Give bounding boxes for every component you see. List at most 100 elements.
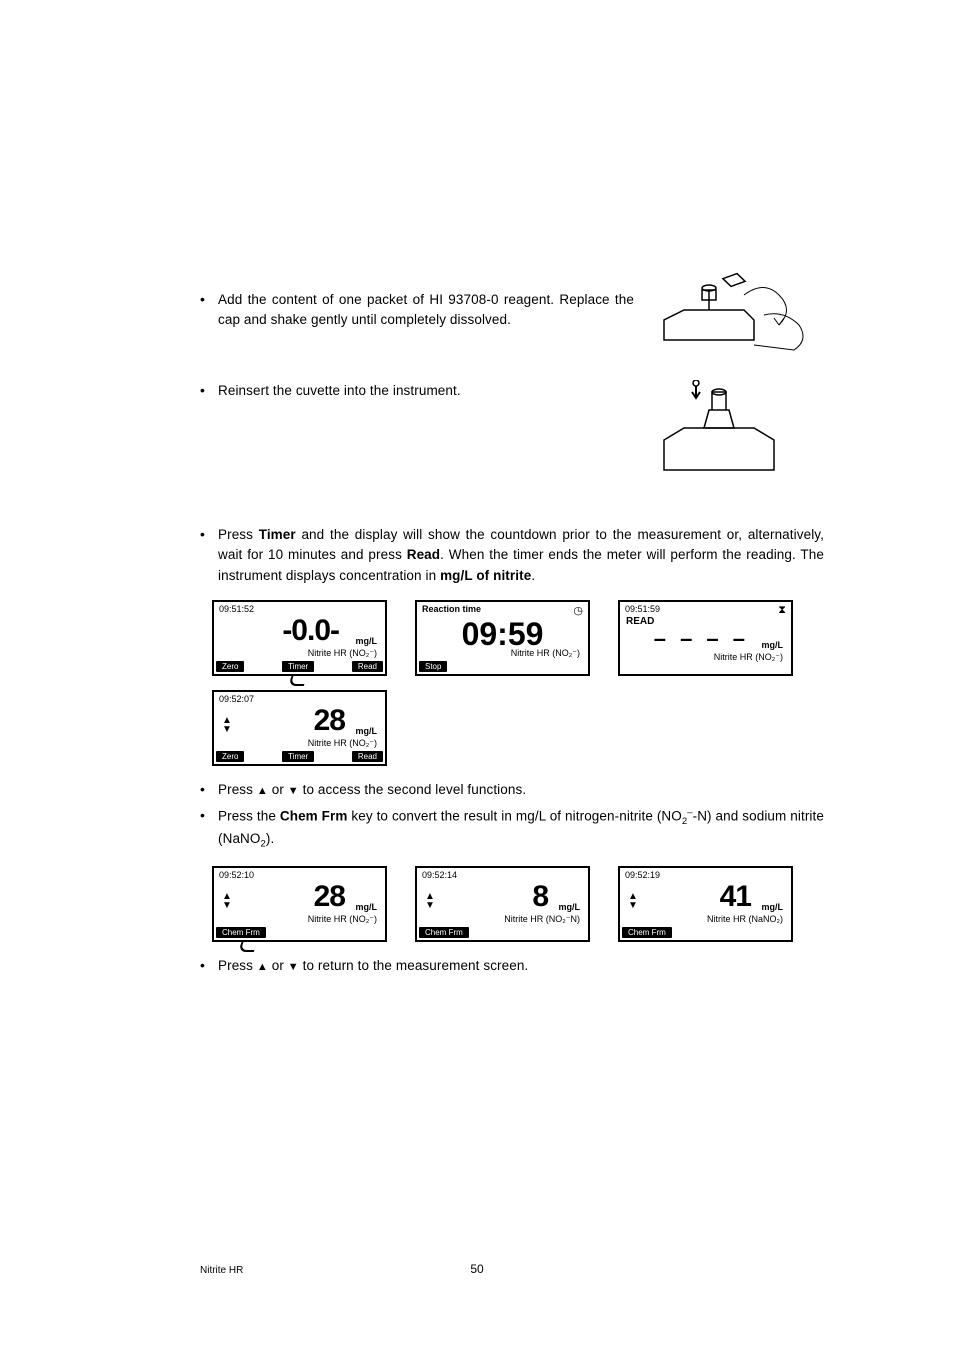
lcd-time: 09:51:59 — [625, 604, 660, 614]
top-section: • Add the content of one packet of HI 93… — [200, 270, 824, 495]
lcd-time: 09:52:14 — [422, 870, 457, 880]
lcd-row-1: 09:51:52 -0.0- mg/L Nitrite HR (NO₂⁻) Ze… — [212, 600, 824, 676]
bullet-6: • Press ▲ or ▼ to return to the measurem… — [200, 956, 824, 976]
lcd-method: Nitrite HR (NO₂⁻) — [714, 652, 783, 663]
t: Press — [218, 527, 259, 542]
packet-pour-illustration — [644, 270, 814, 375]
lcd-dashes: – – – – — [654, 626, 749, 652]
bullet-4: • Press ▲ or ▼ to access the second leve… — [200, 780, 824, 800]
lcd-btn-read[interactable]: Read — [352, 661, 383, 672]
lcd-method: Nitrite HR (NO₂⁻) — [308, 738, 377, 749]
bullet-5: • Press the Chem Frm key to convert the … — [200, 806, 824, 852]
lcd-5-wrap: 09:52:10 ▲▼ 28 mg/L Nitrite HR (NO₂⁻) Ch… — [212, 866, 387, 942]
lcd-btnbar: Stop — [419, 661, 586, 672]
lcd-3: 09:51:59 ⧗ READ – – – – mg/L Nitrite HR … — [618, 600, 793, 676]
lcd-value: -0.0- — [282, 614, 339, 648]
lcd-btnbar: Chem Frm — [216, 927, 383, 938]
t-bold: Chem Frm — [280, 809, 348, 824]
t: or — [268, 958, 288, 973]
up-triangle-icon: ▲ — [257, 785, 268, 797]
t: key to convert the result in mg/L of nit… — [347, 809, 681, 824]
t-bold: Read — [407, 547, 440, 562]
bullet-dot: • — [200, 525, 218, 586]
lcd-reaction-title: Reaction time — [422, 604, 481, 614]
lcd-method: Nitrite HR (NaNO₂) — [707, 914, 783, 924]
lcd-read-label: READ — [626, 616, 654, 627]
lcd-7: 09:52:19 ▲▼ 41 mg/L Nitrite HR (NaNO₂) C… — [618, 866, 793, 942]
lcd-unit: mg/L — [559, 902, 581, 912]
lcd-value: 41 — [720, 880, 751, 914]
lcd-value: 8 — [532, 880, 548, 914]
bullet-dot: • — [200, 956, 218, 976]
bullet-2: • Reinsert the cuvette into the instrume… — [200, 381, 634, 401]
lcd-unit: mg/L — [356, 636, 378, 646]
footer-page: 50 — [0, 1262, 954, 1276]
lcd-4: 09:52:07 ▲▼ 28 mg/L Nitrite HR (NO₂⁻) Ze… — [212, 690, 387, 766]
lcd-btn-zero[interactable]: Zero — [216, 661, 244, 672]
lcd-btn-timer[interactable]: Timer — [282, 661, 314, 672]
bullet-6-text: Press ▲ or ▼ to return to the measuremen… — [218, 956, 824, 976]
lcd-tail — [238, 940, 258, 952]
lcd-row-2: 09:52:07 ▲▼ 28 mg/L Nitrite HR (NO₂⁻) Ze… — [212, 690, 824, 766]
t: Press — [218, 782, 257, 797]
lcd-btnbar: Zero Timer Read — [216, 661, 383, 672]
lcd-1: 09:51:52 -0.0- mg/L Nitrite HR (NO₂⁻) Ze… — [212, 600, 387, 676]
t: or — [268, 782, 288, 797]
down-triangle-icon: ▼ — [288, 785, 299, 797]
lcd-time: 09:51:52 — [219, 604, 254, 614]
lcd-2: Reaction time ◷ 09:59 Nitrite HR (NO₂⁻) … — [415, 600, 590, 676]
lcd-btn-chem[interactable]: Chem Frm — [419, 927, 469, 938]
t: to access the second level functions. — [299, 782, 526, 797]
bullet-dot: • — [200, 780, 218, 800]
t: ). — [266, 831, 274, 846]
lcd-time: 09:52:07 — [219, 694, 254, 704]
lcd-btn-chem[interactable]: Chem Frm — [216, 927, 266, 938]
document-page: • Add the content of one packet of HI 93… — [0, 0, 954, 1351]
lcd-method: Nitrite HR (NO₂⁻) — [308, 914, 377, 925]
lcd-unit: mg/L — [762, 640, 784, 650]
bullet-3: • Press Timer and the display will show … — [200, 525, 824, 586]
lcd-1-wrap: 09:51:52 -0.0- mg/L Nitrite HR (NO₂⁻) Ze… — [212, 600, 387, 676]
arrows-icon: ▲▼ — [222, 892, 232, 910]
lcd-unit: mg/L — [356, 902, 378, 912]
lcd-method: Nitrite HR (NO₂⁻) — [308, 648, 377, 659]
lcd-btn-chem[interactable]: Chem Frm — [622, 927, 672, 938]
lcd-time: 09:52:10 — [219, 870, 254, 880]
lcd-btnbar: Chem Frm — [419, 927, 586, 938]
t-bold: Timer — [259, 527, 296, 542]
lcd-6: 09:52:14 ▲▼ 8 mg/L Nitrite HR (NO₂⁻N) Ch… — [415, 866, 590, 942]
bullet-dot: • — [200, 290, 218, 331]
bullet-dot: • — [200, 381, 218, 401]
bullet-2-text: Reinsert the cuvette into the instrument… — [218, 381, 634, 401]
bullet-1-text: Add the content of one packet of HI 9370… — [218, 290, 634, 331]
lcd-time: 09:52:19 — [625, 870, 660, 880]
lcd-value: 28 — [314, 880, 345, 914]
lcd-method: Nitrite HR (NO₂⁻) — [511, 648, 580, 659]
lcd-row-3: 09:52:10 ▲▼ 28 mg/L Nitrite HR (NO₂⁻) Ch… — [212, 866, 824, 942]
reinsert-illustration — [644, 380, 814, 490]
t: Press the — [218, 809, 280, 824]
lcd-btn-zero[interactable]: Zero — [216, 751, 244, 762]
arrows-icon: ▲▼ — [628, 892, 638, 910]
bullets-top: • Add the content of one packet of HI 93… — [200, 270, 644, 495]
lcd-btn-timer[interactable]: Timer — [282, 751, 314, 762]
illustration-column — [644, 270, 824, 495]
arrows-icon: ▲▼ — [425, 892, 435, 910]
lcd-btnbar: Chem Frm — [622, 927, 789, 938]
bullet-3-text: Press Timer and the display will show th… — [218, 525, 824, 586]
lcd-btn-stop[interactable]: Stop — [419, 661, 447, 672]
up-triangle-icon: ▲ — [257, 961, 268, 973]
t-bold: mg/L of nitrite — [440, 568, 531, 583]
hourglass-icon: ⧗ — [778, 604, 786, 617]
lcd-unit: mg/L — [356, 726, 378, 736]
lcd-method: Nitrite HR (NO₂⁻N) — [504, 914, 580, 925]
lcd-btn-read[interactable]: Read — [352, 751, 383, 762]
t: Press — [218, 958, 257, 973]
lcd-tail — [288, 674, 308, 686]
lcd-btnbar: Zero Timer Read — [216, 751, 383, 762]
lcd-5: 09:52:10 ▲▼ 28 mg/L Nitrite HR (NO₂⁻) Ch… — [212, 866, 387, 942]
t: to return to the measurement screen. — [299, 958, 529, 973]
down-triangle-icon: ▼ — [288, 961, 299, 973]
arrows-icon: ▲▼ — [222, 716, 232, 734]
bullet-4-text: Press ▲ or ▼ to access the second level … — [218, 780, 824, 800]
